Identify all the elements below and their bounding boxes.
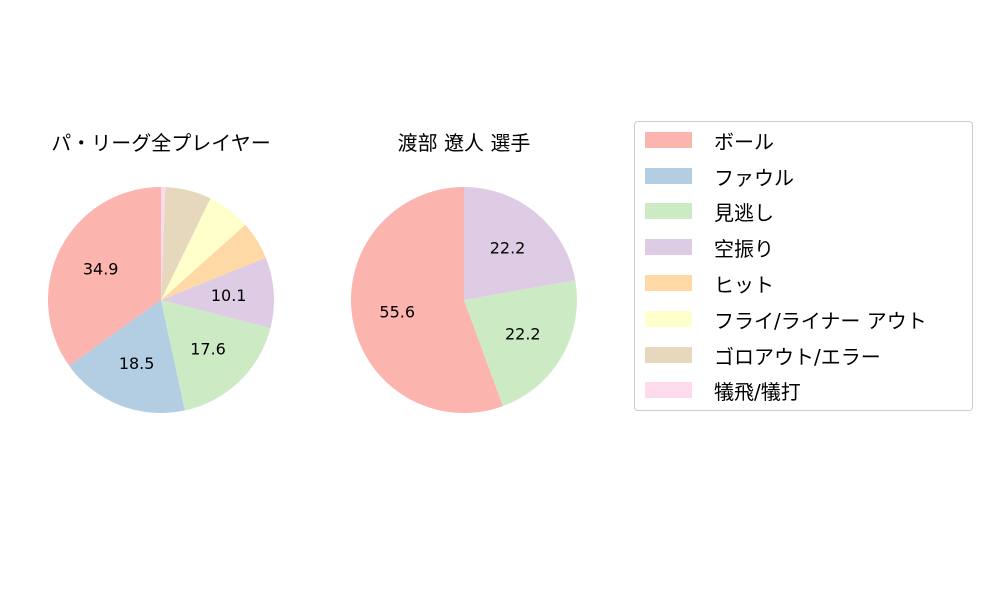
pie-slice bbox=[161, 198, 246, 300]
legend-item-foul: ファウル bbox=[645, 164, 794, 190]
left-pie-chart: 34.9 18.5 17.6 10.1 bbox=[48, 187, 274, 414]
pie-slice-label: 18.5 bbox=[119, 354, 155, 373]
legend-item-fly-liner-out: フライ/ライナー アウト bbox=[645, 307, 927, 333]
legend-swatch-icon bbox=[645, 132, 692, 148]
left-pie-title: パ・リーグ全プレイヤー bbox=[51, 131, 271, 155]
pie-slice bbox=[161, 187, 211, 300]
legend-label: 空振り bbox=[714, 236, 774, 261]
pie-slice-label: 22.2 bbox=[490, 239, 526, 258]
pie-slice bbox=[161, 300, 271, 411]
legend-label: ゴロアウト/エラー bbox=[714, 344, 881, 369]
legend-swatch-icon bbox=[645, 382, 692, 398]
pie-slice-label: 22.2 bbox=[505, 324, 541, 343]
legend-swatch-icon bbox=[645, 168, 692, 184]
legend-item-sacrifice: 犠飛/犠打 bbox=[645, 378, 801, 404]
pie-slice bbox=[161, 257, 274, 329]
legend-swatch-icon bbox=[645, 311, 692, 327]
legend-item-swinging: 空振り bbox=[645, 235, 774, 261]
pie-slice bbox=[351, 187, 503, 413]
right-pie-title: 渡部 遼人 選手 bbox=[397, 131, 531, 155]
legend-item-hit: ヒット bbox=[645, 271, 774, 297]
legend-label: ボール bbox=[714, 129, 774, 154]
legend-label: 犠飛/犠打 bbox=[714, 379, 801, 404]
pie-slice-label: 34.9 bbox=[83, 260, 119, 279]
legend-item-ball: ボール bbox=[645, 128, 774, 154]
pie-slice bbox=[464, 280, 578, 407]
pie-slice-label: 17.6 bbox=[190, 339, 226, 358]
pie-slice bbox=[48, 187, 162, 366]
legend-swatch-icon bbox=[645, 203, 692, 219]
pie-slice bbox=[161, 224, 266, 300]
legend-swatch-icon bbox=[645, 275, 692, 291]
pie-slice bbox=[69, 300, 185, 414]
legend-label: フライ/ライナー アウト bbox=[714, 308, 927, 333]
legend-swatch-icon bbox=[645, 239, 692, 255]
legend-label: ヒット bbox=[714, 272, 774, 297]
right-pie-chart: 55.6 22.2 22.2 bbox=[351, 186, 578, 413]
legend: ボール ファウル 見逃し 空振り ヒット フライ/ライナー アウト ゴロアウト/… bbox=[634, 121, 973, 411]
legend-swatch-icon bbox=[645, 347, 692, 363]
pie-slice-label: 10.1 bbox=[211, 286, 247, 305]
pie-slice-label: 55.6 bbox=[379, 302, 415, 321]
pie-slice bbox=[161, 187, 166, 300]
pie-slice bbox=[464, 186, 576, 300]
legend-label: 見逃し bbox=[714, 200, 774, 225]
legend-item-looking: 見逃し bbox=[645, 199, 774, 225]
legend-label: ファウル bbox=[714, 165, 794, 190]
legend-item-grounder-error: ゴロアウト/エラー bbox=[645, 343, 881, 369]
